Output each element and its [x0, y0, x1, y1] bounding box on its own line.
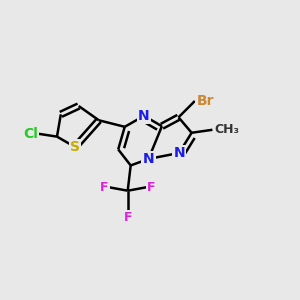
Text: F: F — [124, 211, 132, 224]
Text: Cl: Cl — [23, 127, 38, 141]
Text: F: F — [147, 181, 155, 194]
Text: CH₃: CH₃ — [214, 123, 239, 136]
Text: Br: Br — [196, 94, 214, 108]
Text: S: S — [70, 140, 80, 154]
Text: N: N — [143, 152, 154, 166]
Text: F: F — [100, 181, 108, 194]
Text: N: N — [173, 146, 185, 160]
Text: N: N — [138, 109, 150, 123]
